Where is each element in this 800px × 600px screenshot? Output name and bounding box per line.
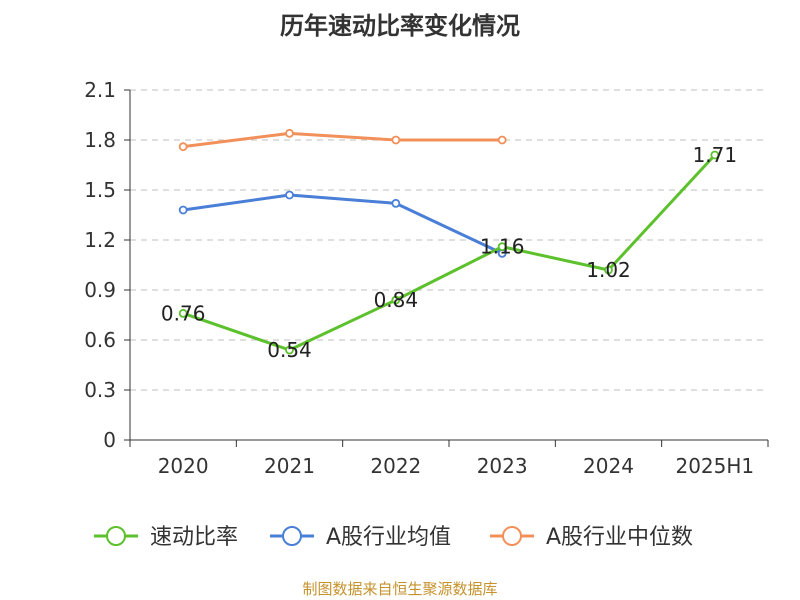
series-line xyxy=(182,131,503,149)
series-point xyxy=(604,265,613,275)
series-line xyxy=(182,153,716,352)
series-point xyxy=(391,135,401,145)
legend-label: 速动比率 xyxy=(150,525,238,550)
series-point xyxy=(497,242,507,252)
series-point xyxy=(178,205,188,215)
data-label: 0.84 xyxy=(374,288,419,312)
y-tick-label: 1.8 xyxy=(84,128,116,152)
series-point xyxy=(285,128,294,138)
legend-marker xyxy=(106,526,126,546)
data-label: 1.16 xyxy=(480,235,525,259)
y-tick-label: 0.3 xyxy=(84,378,116,402)
data-label: 1.02 xyxy=(586,258,631,282)
y-tick-label: 0.9 xyxy=(84,278,116,302)
series-point xyxy=(178,142,188,152)
legend-label: A股行业中位数 xyxy=(546,525,693,550)
series-point xyxy=(391,198,401,208)
y-tick-label: 1.2 xyxy=(84,228,116,252)
x-tick-label: 2022 xyxy=(370,454,421,478)
series-point xyxy=(178,308,188,318)
chart-title: 历年速动比率变化情况 xyxy=(280,12,520,40)
x-tick-label: 2025H1 xyxy=(675,454,754,478)
y-tick-label: 1.5 xyxy=(84,178,116,202)
series-point xyxy=(497,135,507,145)
y-tick-label: 0 xyxy=(103,428,116,452)
y-tick-label: 0.6 xyxy=(84,328,116,352)
legend-marker xyxy=(502,526,522,546)
series-point xyxy=(391,295,401,305)
y-tick-label: 2.1 xyxy=(84,78,116,102)
data-label: 1.71 xyxy=(693,143,738,167)
footer-source: 制图数据来自恒生聚源数据库 xyxy=(302,580,498,598)
x-tick-label: 2024 xyxy=(583,454,634,478)
data-label: 0.76 xyxy=(161,301,206,325)
series-point xyxy=(710,150,720,160)
data-label: 0.54 xyxy=(267,338,312,362)
x-tick-label: 2023 xyxy=(477,454,528,478)
x-tick-label: 2020 xyxy=(158,454,209,478)
legend-marker xyxy=(282,526,302,546)
series-point xyxy=(285,190,294,200)
legend-label: A股行业均值 xyxy=(326,525,451,550)
series-line xyxy=(182,193,503,255)
series-point xyxy=(285,345,294,355)
x-tick-label: 2021 xyxy=(264,454,315,478)
